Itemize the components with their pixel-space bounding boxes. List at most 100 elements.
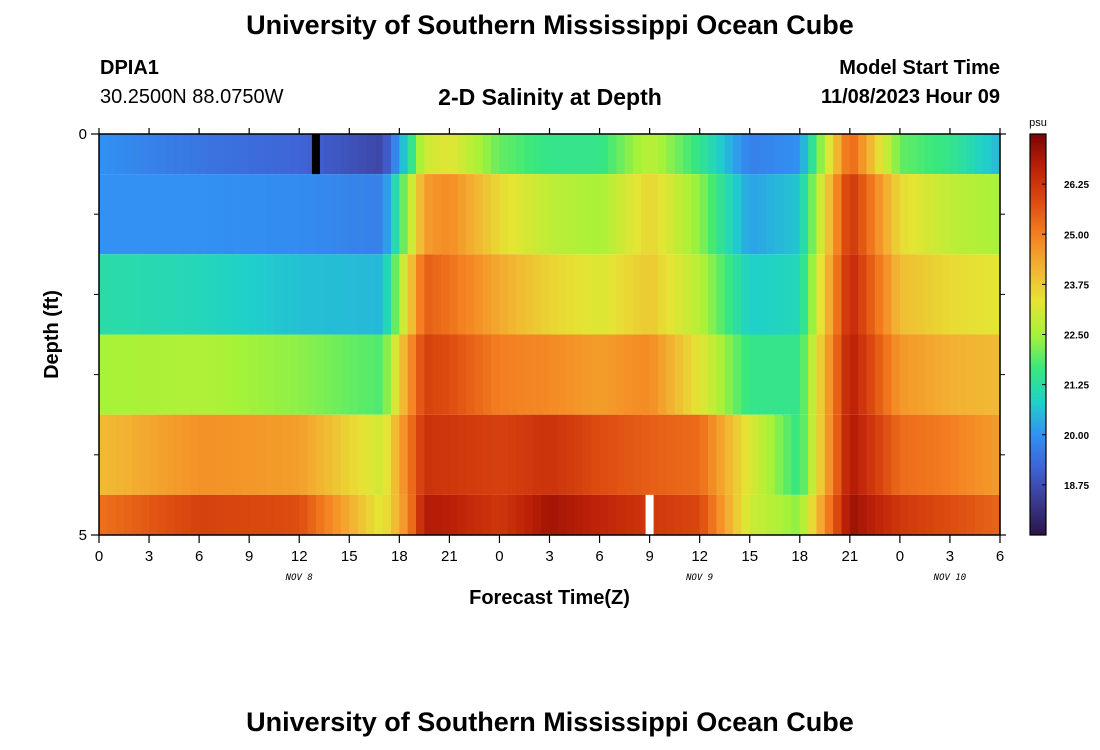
- heatmap-cell: [616, 254, 626, 335]
- heatmap-cell: [207, 254, 217, 335]
- heatmap-cell: [332, 254, 342, 335]
- heatmap-cell: [841, 334, 851, 415]
- heatmap-cell: [365, 334, 375, 415]
- heatmap-cell: [941, 134, 951, 175]
- heatmap-cell: [766, 174, 776, 255]
- heatmap-cell: [641, 254, 651, 335]
- heatmap-cell: [182, 254, 192, 335]
- heatmap-cell: [983, 134, 993, 175]
- heatmap-cell: [290, 134, 300, 175]
- heatmap-cell: [899, 254, 909, 335]
- heatmap-cell: [883, 334, 893, 415]
- heatmap-cell: [824, 414, 834, 495]
- heatmap-cell: [824, 254, 834, 335]
- heatmap-cell: [724, 174, 734, 255]
- heatmap-cell: [582, 414, 592, 495]
- colorbar-tick-label: 21.25: [1064, 381, 1089, 392]
- heatmap-cell: [399, 174, 409, 255]
- heatmap-cell: [958, 134, 968, 175]
- heatmap-cell: [499, 174, 509, 255]
- day-label: NOV 10: [933, 573, 967, 583]
- heatmap-cell: [416, 254, 425, 335]
- heatmap-cell: [165, 134, 175, 175]
- heatmap-cell: [799, 414, 809, 495]
- heatmap-cell: [332, 134, 342, 175]
- heatmap-cell: [265, 254, 275, 335]
- heatmap-cell: [516, 414, 526, 495]
- heatmap-cell: [682, 334, 692, 415]
- heatmap-cell: [949, 494, 959, 535]
- heatmap-cell: [974, 174, 984, 255]
- x-tick-label: 3: [946, 548, 954, 565]
- heatmap-cell: [390, 414, 400, 495]
- heatmap-cell: [616, 494, 626, 535]
- heatmap-cell: [849, 414, 859, 495]
- heatmap-cell: [299, 334, 309, 415]
- heatmap-cell: [991, 334, 1001, 415]
- heatmap-cell: [649, 254, 659, 335]
- heatmap-cell: [557, 134, 567, 175]
- heatmap-cell: [215, 414, 225, 495]
- heatmap-cell: [374, 174, 384, 255]
- heatmap-cell: [157, 174, 167, 255]
- heatmap-cell: [340, 494, 350, 535]
- heatmap-cell: [282, 174, 292, 255]
- heatmap-cell: [691, 174, 701, 255]
- heatmap-cell: [416, 414, 425, 495]
- day-label: NOV 9: [685, 573, 713, 583]
- heatmap-cell: [941, 334, 951, 415]
- heatmap-cell: [240, 174, 250, 255]
- heatmap-cell: [741, 494, 751, 535]
- heatmap-cell: [724, 334, 734, 415]
- heatmap-cell: [783, 494, 793, 535]
- heatmap-cell: [374, 494, 384, 535]
- heatmap-cell: [883, 174, 893, 255]
- heatmap-cell: [374, 134, 384, 175]
- heatmap-cell: [441, 334, 450, 415]
- heatmap-cell: [849, 334, 859, 415]
- heatmap-cell: [140, 414, 150, 495]
- heatmap-cell: [849, 254, 859, 335]
- heatmap-cell: [657, 334, 667, 415]
- heatmap-cell: [899, 494, 909, 535]
- heatmap-cell: [516, 334, 526, 415]
- heatmap-cell: [524, 414, 534, 495]
- heatmap-cell: [516, 134, 526, 175]
- heatmap-cell: [107, 494, 117, 535]
- heatmap-cell: [758, 494, 767, 535]
- heatmap-cell: [390, 174, 400, 255]
- y-tick-label: 0: [79, 126, 87, 143]
- heatmap-cell: [557, 334, 567, 415]
- heatmap-cell: [524, 254, 534, 335]
- heatmap-cell: [457, 134, 467, 175]
- heatmap-cell: [682, 494, 692, 535]
- heatmap-cell: [983, 174, 993, 255]
- heatmap-cell: [933, 134, 943, 175]
- heatmap-cell: [632, 254, 642, 335]
- heatmap-cell: [390, 494, 400, 535]
- heatmap-cell: [349, 334, 359, 415]
- heatmap-cell: [874, 414, 884, 495]
- heatmap-cell: [240, 134, 250, 175]
- heatmap-cell: [774, 174, 784, 255]
- heatmap-cell: [274, 414, 284, 495]
- heatmap-cell: [808, 494, 818, 535]
- heatmap-cell: [908, 254, 918, 335]
- heatmap-cell: [699, 174, 709, 255]
- heatmap-cell: [774, 494, 784, 535]
- heatmap-cell: [265, 414, 275, 495]
- heatmap-cell: [983, 494, 993, 535]
- heatmap-cell: [249, 494, 259, 535]
- heatmap-cell: [791, 494, 801, 535]
- heatmap-cell: [833, 334, 843, 415]
- heatmap-cell: [582, 254, 592, 335]
- heatmap-cell: [232, 134, 242, 175]
- heatmap-cell: [983, 334, 993, 415]
- heatmap-cell: [432, 174, 442, 255]
- heatmap-cell: [491, 334, 501, 415]
- heatmap-cell: [599, 134, 609, 175]
- heatmap-cell: [449, 254, 459, 335]
- heatmap-cell: [599, 254, 609, 335]
- heatmap-cell: [974, 494, 984, 535]
- heatmap-cell: [816, 334, 826, 415]
